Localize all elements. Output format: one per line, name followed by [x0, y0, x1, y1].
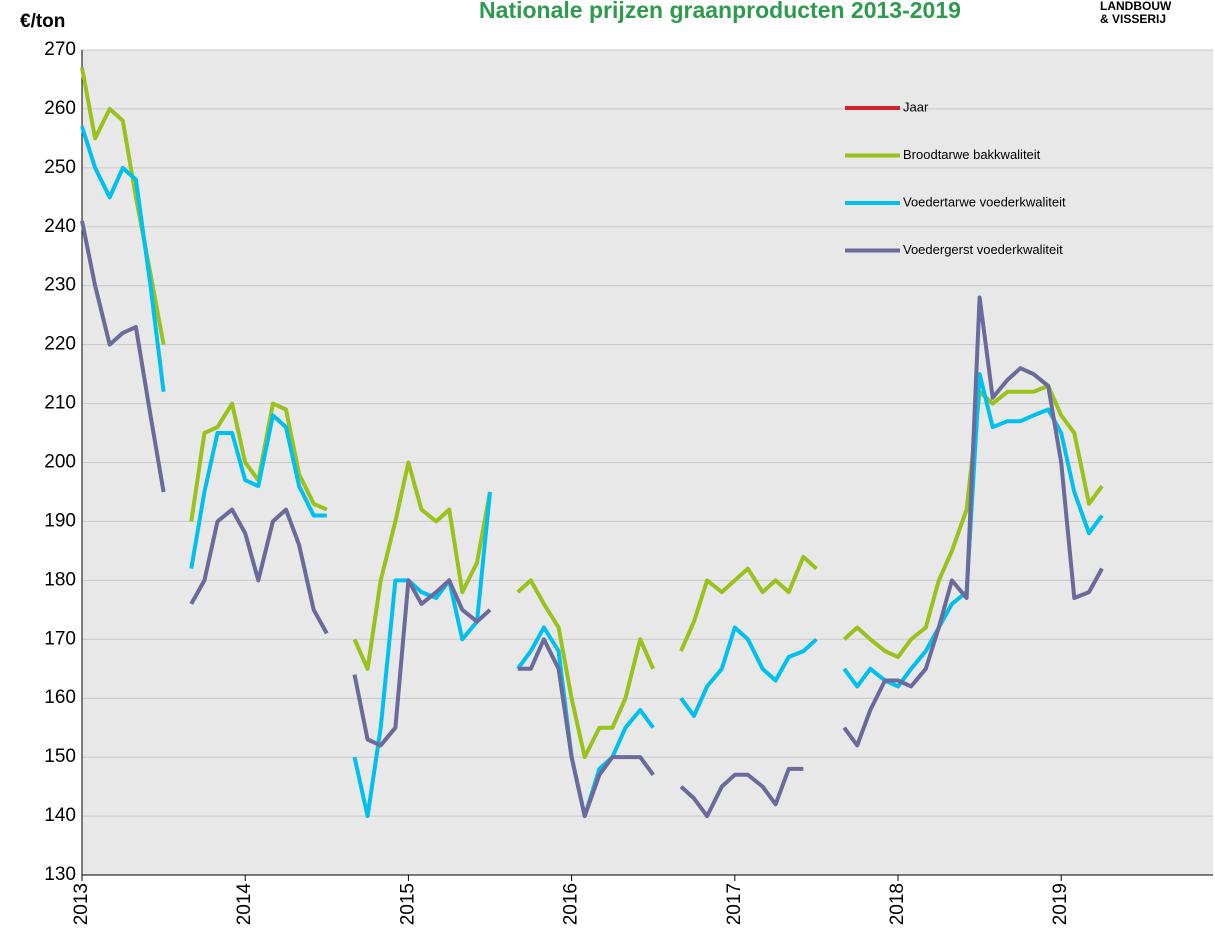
x-tick-label: 2017: [724, 883, 745, 925]
logo: LANDBOUW & VISSERIJ: [1100, 0, 1172, 26]
legend-label: Voedergerst voederkwaliteit: [903, 242, 1063, 257]
x-tick-label: 2014: [234, 883, 255, 926]
chart-title: Nationale prijzen graanproducten 2013-20…: [479, 0, 961, 23]
y-axis-label: €/ton: [20, 11, 65, 32]
y-tick-label: 230: [44, 275, 76, 296]
y-tick-label: 220: [44, 334, 76, 355]
x-tick-label: 2019: [1050, 883, 1071, 925]
y-tick-label: 260: [44, 98, 76, 119]
y-tick-label: 180: [44, 569, 76, 590]
series-line: [80, 220, 1104, 819]
y-tick-label: 140: [44, 805, 76, 826]
x-tick-label: 2015: [397, 883, 418, 925]
y-tick-label: 270: [44, 39, 76, 60]
y-tick-label: 240: [44, 216, 76, 237]
x-tick-label: 2013: [71, 883, 92, 925]
legend-label: Voedertarwe voederkwaliteit: [903, 194, 1066, 209]
y-tick-label: 250: [44, 157, 76, 178]
logo-text: LANDBOUW & VISSERIJ: [1100, 0, 1172, 26]
y-tick-label: 160: [44, 687, 76, 708]
y-tick-label: 150: [44, 746, 76, 767]
y-tick-label: 210: [44, 393, 76, 414]
x-tick-label: 2018: [887, 883, 908, 925]
y-tick-label: 200: [44, 452, 76, 473]
legend-label: Jaar: [903, 99, 929, 114]
y-tick-label: 190: [44, 510, 76, 531]
legend-label: Broodtarwe bakkwaliteit: [903, 147, 1041, 162]
y-tick-label: 130: [44, 864, 76, 885]
x-tick-label: 2016: [561, 883, 582, 925]
y-tick-label: 170: [44, 628, 76, 649]
